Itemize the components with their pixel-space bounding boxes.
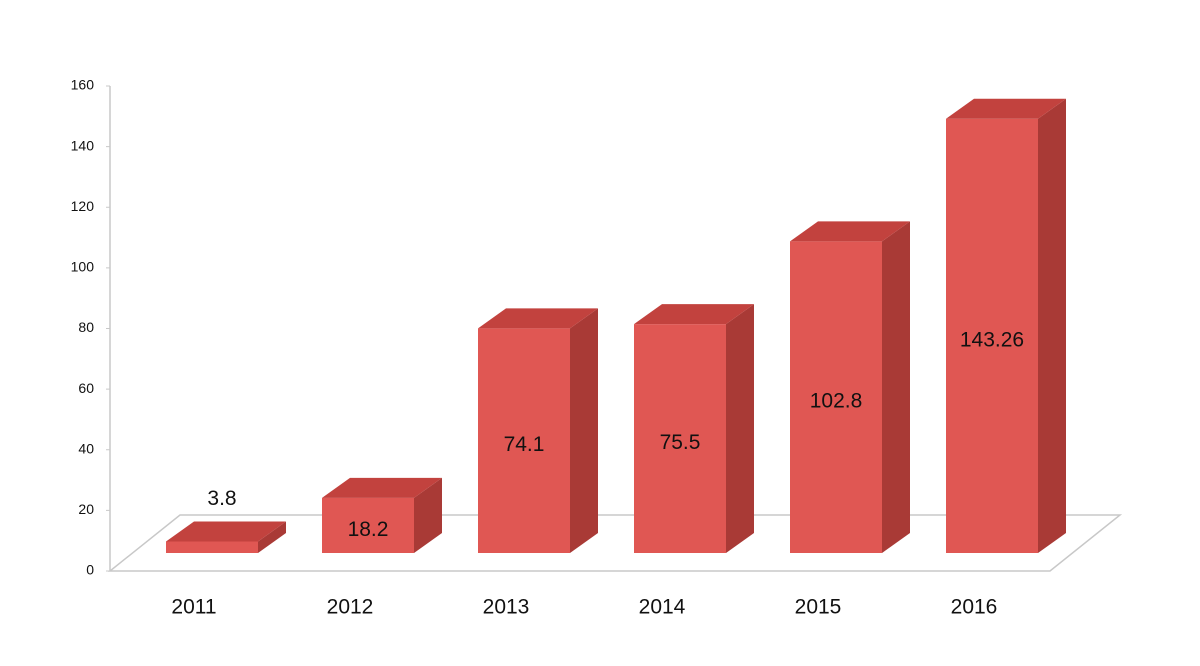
bar-front xyxy=(322,497,414,553)
bar-side xyxy=(1038,98,1066,553)
bar xyxy=(478,308,598,553)
y-tick-label: 120 xyxy=(71,198,95,214)
value-label: 3.8 xyxy=(207,487,236,510)
value-label: 18.2 xyxy=(348,518,389,541)
x-tick-label: 2015 xyxy=(795,596,842,619)
value-label: 143.26 xyxy=(960,328,1024,351)
value-label: 75.5 xyxy=(660,431,701,454)
bar xyxy=(634,304,754,553)
bar-side xyxy=(570,308,598,553)
y-tick-label: 20 xyxy=(78,501,94,517)
bar xyxy=(166,521,286,553)
bar-front xyxy=(478,328,570,553)
x-tick-label: 2016 xyxy=(951,596,998,619)
y-tick-label: 0 xyxy=(86,562,94,578)
x-tick-label: 2014 xyxy=(639,596,686,619)
y-tick-label: 60 xyxy=(78,380,94,396)
bar xyxy=(322,477,442,553)
bar-top xyxy=(790,221,910,242)
x-tick-label: 2013 xyxy=(483,596,530,619)
x-tick-label: 2011 xyxy=(171,596,216,619)
bar-top xyxy=(634,304,754,325)
bar-top xyxy=(166,521,286,542)
value-label: 74.1 xyxy=(504,433,545,456)
y-tick-label: 100 xyxy=(71,259,95,275)
bar-side xyxy=(258,521,286,553)
bar-side xyxy=(414,477,442,553)
bar-front xyxy=(634,324,726,553)
x-tick-label: 2012 xyxy=(327,596,374,619)
y-tick-label: 160 xyxy=(71,77,95,93)
bar-front xyxy=(790,241,882,553)
bar-front xyxy=(946,118,1038,553)
value-label: 102.8 xyxy=(810,390,863,413)
bar xyxy=(946,98,1066,553)
bar-top xyxy=(946,98,1066,119)
y-tick-label: 80 xyxy=(78,319,94,335)
bar-top xyxy=(322,477,442,498)
bar-side xyxy=(882,221,910,553)
bar-side xyxy=(726,304,754,553)
bar xyxy=(790,221,910,553)
y-tick-label: 140 xyxy=(71,137,95,153)
y-tick-label: 40 xyxy=(78,440,94,456)
bar-front xyxy=(166,541,258,553)
bar-top xyxy=(478,308,598,329)
